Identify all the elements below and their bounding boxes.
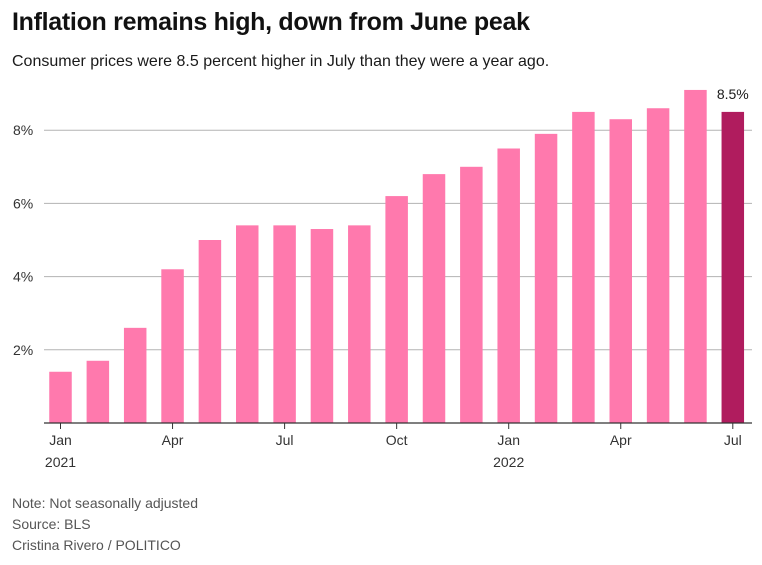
bar-nov-2021 (422, 174, 446, 423)
chart-subtitle: Consumer prices were 8.5 percent higher … (12, 53, 550, 70)
source-note: Source: BLS (12, 516, 91, 532)
labels: 2% 4% 6% 8% Jan 2021 Apr Jul Oct Jan 2022 Apr Jul 8.5… (13, 86, 749, 470)
bar-jan-2021 (49, 371, 72, 423)
bar-jan-2022 (497, 148, 520, 423)
y-tick-label: 2% (13, 342, 33, 358)
bar-apr-2022 (609, 119, 632, 423)
x-tick-label: Jan (49, 432, 72, 448)
footnote: Note: Not seasonally adjusted (12, 495, 198, 511)
chart-title: Inflation remains high, down from June p… (12, 8, 530, 36)
x-tick-year-label: 2021 (45, 454, 76, 470)
bar-sep-2021 (348, 225, 371, 423)
x-tick-label: Oct (386, 432, 408, 448)
bar-may-2021 (198, 240, 222, 423)
x-tick-label: Jul (724, 432, 742, 448)
bar-jun-2021 (236, 225, 259, 423)
bar-mar-2021 (123, 327, 147, 423)
x-tick-year-label: 2022 (493, 454, 524, 470)
bar-aug-2021 (310, 229, 334, 423)
x-tick-label: Jan (497, 432, 520, 448)
bar-jun-2022 (684, 89, 707, 423)
bar-oct-2021 (385, 196, 408, 423)
bar-dec-2021 (460, 166, 483, 424)
y-tick-label: 6% (13, 195, 33, 211)
bar-feb-2022 (534, 133, 558, 424)
bars (49, 89, 745, 424)
chart-footer: Note: Not seasonally adjusted Source: BL… (12, 493, 198, 556)
bar-mar-2022 (572, 111, 595, 424)
bar-jul-2021 (273, 225, 296, 423)
bar-feb-2021 (86, 360, 110, 423)
x-tick-label: Apr (610, 432, 632, 448)
credit-line: Cristina Rivero / POLITICO (12, 537, 181, 553)
value-annotation: 8.5% (717, 86, 749, 102)
x-tick-label: Apr (162, 432, 184, 448)
x-tick-label: Jul (276, 432, 294, 448)
bar-chart: 2% 4% 6% 8% Jan 2021 Apr Jul Oct Jan 2022 Apr Jul 8.5… (13, 86, 752, 470)
bar-apr-2021 (161, 269, 184, 423)
axes (44, 422, 752, 429)
bar-jul-2022 (721, 111, 745, 424)
y-tick-label: 4% (13, 269, 33, 285)
bar-may-2022 (646, 108, 670, 424)
y-tick-label: 8% (13, 122, 33, 138)
